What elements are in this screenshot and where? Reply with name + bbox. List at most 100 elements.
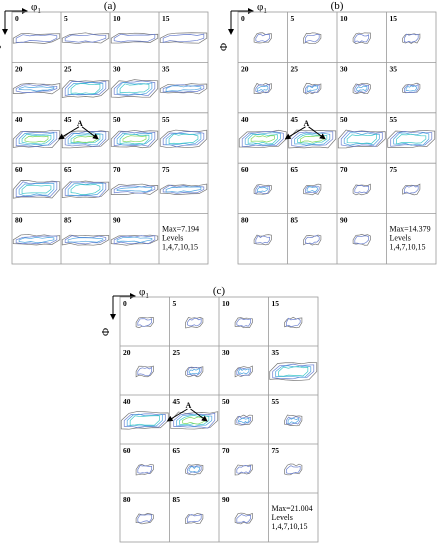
contour (354, 235, 370, 245)
contour (186, 366, 202, 376)
cell-label: 35 (162, 64, 170, 73)
cell-label: 50 (113, 115, 121, 124)
cell-label: 35 (272, 348, 280, 357)
contour (119, 83, 150, 94)
contour (306, 85, 318, 92)
cell-label: 0 (15, 14, 19, 23)
levels: 1,4,7,10,15 (390, 243, 426, 252)
contour (234, 512, 253, 525)
cell-label: 75 (272, 446, 280, 455)
contour (64, 235, 107, 245)
levels-title: Levels (272, 513, 293, 522)
contour (64, 130, 107, 147)
contour (70, 133, 101, 144)
cell-label: 0 (123, 299, 127, 308)
contour (162, 33, 205, 43)
max-value: Max=21.004 (272, 504, 313, 513)
contour (403, 185, 419, 194)
cell-label: 85 (173, 495, 181, 504)
cell-label: 10 (113, 14, 121, 23)
contour (110, 79, 159, 98)
contour (18, 182, 55, 197)
contour (113, 80, 156, 97)
cell-label: 5 (291, 14, 295, 23)
contour (304, 33, 320, 43)
contour (402, 183, 421, 196)
cell-label: 55 (162, 115, 170, 124)
contour (110, 183, 159, 195)
contour (304, 235, 320, 245)
contour (70, 183, 101, 195)
max-value: Max=14.379 (390, 225, 431, 234)
contour (297, 133, 328, 145)
cell-label: 90 (222, 495, 230, 504)
contour (186, 318, 202, 327)
contour (253, 82, 272, 94)
contour (179, 415, 210, 426)
axis-symbol: φ (31, 1, 37, 13)
contour (67, 182, 104, 196)
contour (188, 466, 200, 473)
contour (300, 135, 325, 144)
panel: (a) φ1 Φ 0 5 10 15 20 25 30 35 40 45 50 55 60 65 70 75 80 85… (0, 0, 209, 265)
levels: 1,4,7,10,15 (162, 243, 198, 252)
contour (113, 235, 156, 245)
contour (236, 464, 252, 474)
contour (135, 317, 154, 329)
contour (170, 411, 219, 430)
cell-label: 40 (241, 115, 249, 124)
contour (405, 85, 417, 92)
contour (352, 234, 371, 246)
contour (110, 234, 159, 246)
cell-label: 70 (113, 165, 121, 174)
contour (284, 316, 303, 329)
annotation: A (77, 119, 83, 128)
contour (173, 412, 216, 429)
contour (185, 317, 204, 329)
cell-label: 75 (162, 165, 170, 174)
cell-label: 15 (272, 299, 280, 308)
contour (352, 183, 371, 196)
contour (61, 130, 110, 149)
axis-label: Φ (100, 328, 112, 336)
contour (346, 133, 377, 144)
contour (137, 318, 153, 327)
contour (303, 82, 322, 95)
axis-label: Φ (218, 43, 230, 51)
cell-label: 0 (241, 14, 245, 23)
axis-label: Φ (0, 43, 4, 51)
axis-label: φ1 (139, 286, 149, 300)
cell-label: 5 (64, 14, 68, 23)
contour (403, 33, 419, 43)
contour (135, 463, 154, 476)
cell-label: 15 (390, 14, 398, 23)
contour (255, 235, 271, 244)
axis-label: φ1 (257, 1, 267, 15)
contour (291, 131, 334, 147)
contour (303, 183, 322, 196)
axis-subscript: 1 (145, 292, 149, 300)
contour (247, 133, 278, 145)
axis-symbol: φ (139, 286, 145, 298)
contour (253, 234, 272, 246)
contour (113, 185, 156, 194)
contour (15, 84, 58, 93)
panel: (b) φ1 Φ 0 5 10 15 20 25 30 35 40 45 50 55 60 65 70 75 80 85… (218, 0, 437, 265)
cell-label: 30 (222, 348, 230, 357)
contour (255, 33, 271, 43)
contour (236, 318, 252, 327)
cell-label: 15 (162, 14, 170, 23)
cell-label: 60 (15, 165, 23, 174)
contour (159, 183, 208, 196)
contour (18, 236, 55, 243)
annotation-arrow (58, 126, 80, 140)
contour (244, 132, 281, 146)
contour (257, 85, 269, 92)
cell-label: 20 (241, 64, 249, 73)
contour (129, 415, 160, 426)
cell-label: 25 (291, 64, 299, 73)
annotation-arrow (308, 126, 326, 140)
contour (352, 83, 371, 95)
axis-label: φ1 (31, 1, 41, 15)
